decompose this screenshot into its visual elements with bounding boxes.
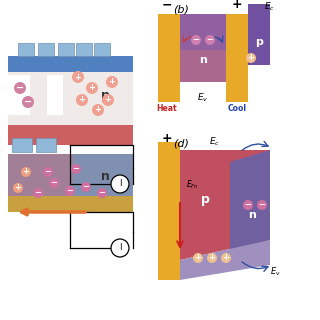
Bar bbox=[8, 196, 133, 212]
Circle shape bbox=[43, 167, 53, 177]
Text: $E_v$: $E_v$ bbox=[197, 92, 209, 104]
Text: I: I bbox=[119, 180, 121, 188]
Bar bbox=[58, 43, 74, 56]
Bar bbox=[180, 50, 226, 82]
Text: −: − bbox=[24, 97, 32, 107]
Circle shape bbox=[246, 53, 256, 63]
Text: +: + bbox=[22, 167, 29, 177]
Circle shape bbox=[76, 94, 88, 106]
Text: (b): (b) bbox=[173, 5, 189, 15]
Circle shape bbox=[205, 35, 215, 45]
Circle shape bbox=[193, 253, 203, 263]
Circle shape bbox=[97, 188, 107, 198]
Circle shape bbox=[111, 239, 129, 257]
Text: −: − bbox=[35, 188, 42, 197]
Circle shape bbox=[111, 175, 129, 193]
Text: +: + bbox=[105, 95, 111, 105]
Text: +: + bbox=[195, 253, 202, 262]
Text: −: − bbox=[259, 201, 266, 210]
Bar bbox=[158, 2, 180, 14]
Circle shape bbox=[21, 167, 31, 177]
Text: −: − bbox=[193, 36, 199, 44]
Text: +: + bbox=[89, 84, 95, 92]
Text: $E_c$: $E_c$ bbox=[264, 1, 276, 13]
Bar bbox=[180, 14, 226, 82]
Text: −: − bbox=[16, 83, 24, 93]
Text: n: n bbox=[199, 55, 207, 65]
Bar bbox=[8, 125, 133, 145]
Text: +: + bbox=[94, 106, 101, 115]
Text: −: − bbox=[99, 188, 106, 197]
Circle shape bbox=[22, 96, 34, 108]
Text: +: + bbox=[247, 53, 254, 62]
Circle shape bbox=[72, 71, 84, 83]
Bar bbox=[36, 138, 56, 152]
Text: p: p bbox=[255, 37, 263, 47]
Text: −: − bbox=[51, 179, 58, 188]
Circle shape bbox=[257, 200, 267, 210]
Text: Heat: Heat bbox=[157, 104, 177, 113]
Text: n: n bbox=[100, 171, 109, 183]
Bar bbox=[94, 43, 110, 56]
Bar bbox=[8, 72, 133, 125]
Text: $E_c$: $E_c$ bbox=[210, 136, 220, 148]
Bar bbox=[12, 138, 32, 152]
Bar bbox=[8, 75, 30, 115]
Text: +: + bbox=[14, 183, 21, 193]
Circle shape bbox=[71, 164, 81, 174]
Polygon shape bbox=[180, 240, 270, 280]
Bar bbox=[226, 14, 248, 102]
Text: −: − bbox=[162, 0, 172, 12]
Circle shape bbox=[243, 200, 253, 210]
Text: p: p bbox=[100, 89, 109, 101]
Text: −: − bbox=[83, 182, 90, 191]
Bar bbox=[47, 75, 63, 115]
Circle shape bbox=[14, 82, 26, 94]
Bar bbox=[8, 154, 133, 196]
Circle shape bbox=[65, 186, 75, 196]
Text: −: − bbox=[67, 187, 74, 196]
Text: +: + bbox=[75, 73, 82, 82]
Text: Cool: Cool bbox=[228, 104, 246, 113]
Text: (d): (d) bbox=[173, 138, 189, 148]
Text: −: − bbox=[206, 36, 213, 44]
Text: −: − bbox=[73, 164, 79, 173]
Circle shape bbox=[86, 82, 98, 94]
Text: $E_{Fn}$: $E_{Fn}$ bbox=[186, 179, 198, 191]
Text: −: − bbox=[44, 167, 52, 177]
Text: +: + bbox=[232, 0, 242, 12]
Text: +: + bbox=[162, 132, 172, 145]
Bar bbox=[248, 4, 270, 65]
Circle shape bbox=[221, 253, 231, 263]
Circle shape bbox=[81, 182, 91, 192]
Bar bbox=[158, 134, 180, 142]
Text: −: − bbox=[244, 201, 252, 210]
Text: $E_v$: $E_v$ bbox=[269, 266, 280, 278]
Text: I: I bbox=[119, 244, 121, 252]
Text: +: + bbox=[78, 95, 85, 105]
Circle shape bbox=[102, 94, 114, 106]
Circle shape bbox=[191, 35, 201, 45]
Circle shape bbox=[49, 178, 59, 188]
Text: p: p bbox=[201, 194, 209, 206]
Circle shape bbox=[106, 76, 118, 88]
Text: n: n bbox=[248, 210, 256, 220]
Bar bbox=[18, 43, 34, 56]
Bar bbox=[38, 43, 54, 56]
Circle shape bbox=[92, 104, 104, 116]
Bar bbox=[226, 2, 248, 14]
Circle shape bbox=[13, 183, 23, 193]
Bar bbox=[8, 154, 73, 196]
Bar bbox=[158, 142, 180, 280]
Text: +: + bbox=[209, 253, 215, 262]
Circle shape bbox=[207, 253, 217, 263]
Polygon shape bbox=[180, 150, 270, 260]
Text: +: + bbox=[108, 77, 116, 86]
Polygon shape bbox=[230, 150, 270, 252]
Bar bbox=[8, 56, 133, 72]
Bar bbox=[158, 14, 180, 102]
Bar bbox=[76, 43, 92, 56]
Text: +: + bbox=[222, 253, 229, 262]
Circle shape bbox=[33, 188, 43, 198]
